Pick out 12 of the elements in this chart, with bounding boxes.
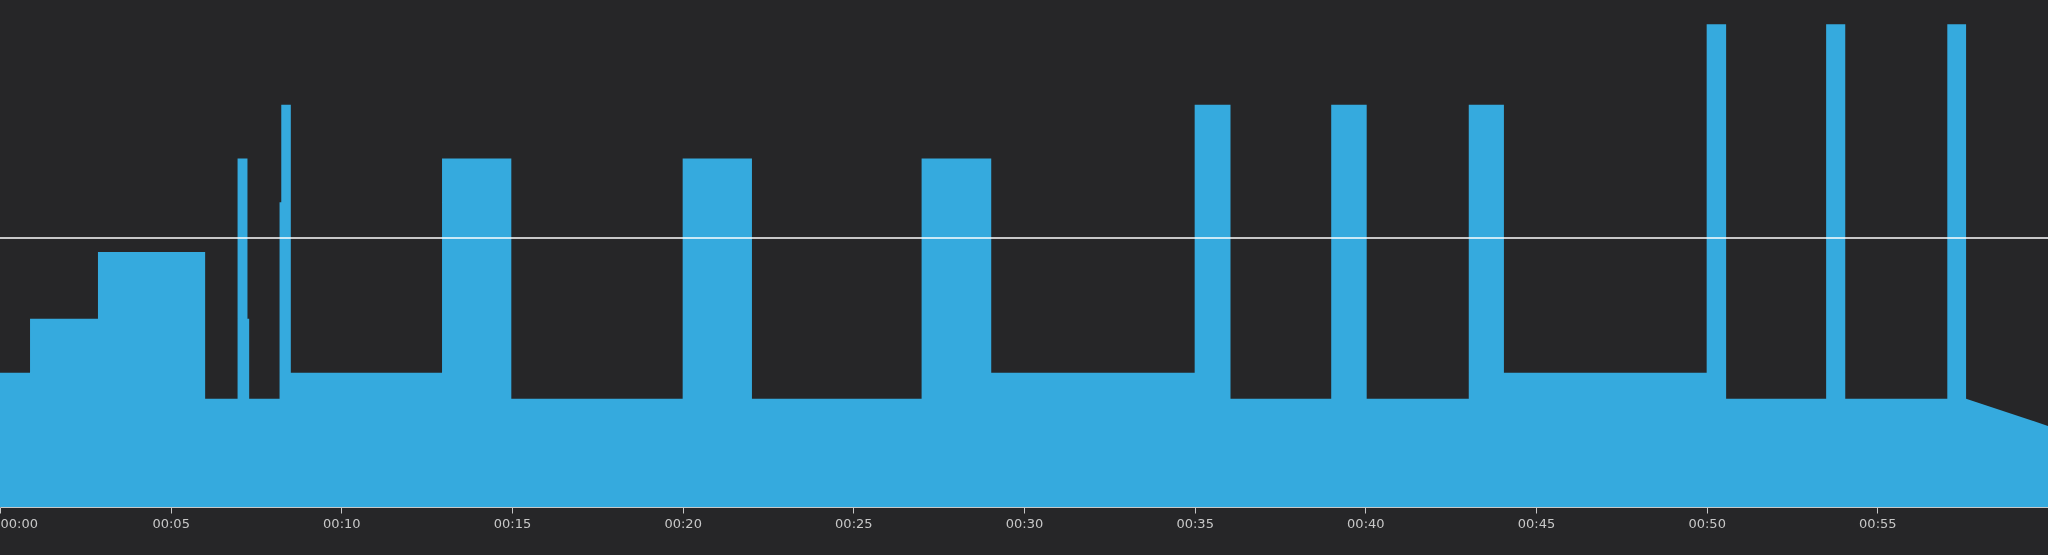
x-tick-label: 00:00	[0, 515, 38, 531]
x-tick-label: 00:20	[664, 515, 702, 531]
x-tick-label: 00:55	[1859, 515, 1897, 531]
x-tick-label: 00:50	[1688, 515, 1726, 531]
x-tick-label: 00:30	[1005, 515, 1044, 531]
x-tick-label: 00:10	[323, 515, 361, 531]
x-tick-label: 00:35	[1176, 515, 1214, 531]
x-tick-label: 00:40	[1347, 515, 1385, 531]
x-tick-label: 00:15	[493, 515, 532, 531]
x-tick-label: 00:25	[835, 515, 873, 531]
x-tick-label: 00:45	[1517, 515, 1556, 531]
x-tick-label: 00:05	[152, 515, 190, 531]
